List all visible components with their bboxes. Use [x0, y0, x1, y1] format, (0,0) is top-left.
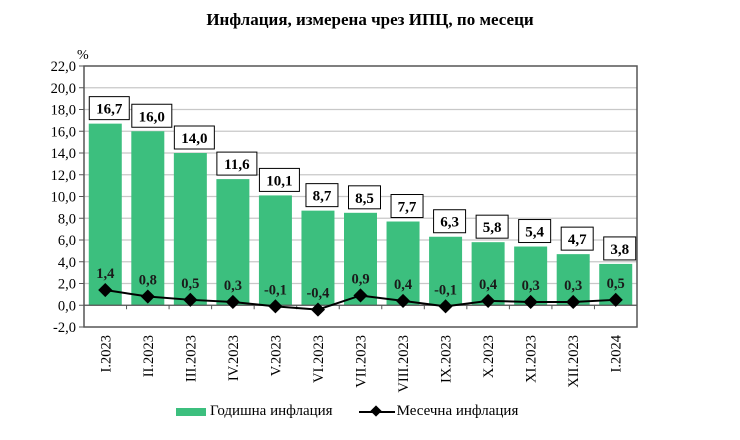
bar-value-label: 16,0	[139, 109, 165, 125]
diamond-marker-icon	[268, 299, 283, 314]
diamond-marker-icon	[566, 294, 581, 310]
y-tick-label: 0,0	[58, 298, 76, 314]
legend-label-annual: Годишна инфлация	[210, 403, 333, 419]
x-category-label: X.2023	[481, 335, 497, 378]
diamond-marker-icon	[608, 292, 623, 307]
line-value-label: 1,4	[96, 266, 114, 282]
bar-value-label: 10,1	[266, 173, 292, 189]
line-value-label: -0,1	[264, 282, 287, 298]
bar-annual	[258, 195, 292, 306]
chart-legend: Годишна инфлация Месечна инфлация	[176, 403, 544, 420]
bar-value-label: 7,7	[398, 200, 417, 216]
line-value-label: 0,5	[181, 276, 199, 292]
bar-value-label-box	[475, 214, 509, 239]
bar-value-label: 5,4	[525, 225, 544, 241]
y-tick-label: 2,0	[58, 277, 76, 293]
bar-value-label-box	[433, 209, 467, 234]
bar-value-label-box	[258, 167, 300, 192]
bar-value-label: 8,7	[313, 189, 332, 205]
bar-value-label-box	[173, 125, 215, 150]
diamond-marker-icon	[481, 293, 496, 308]
y-tick-label: 12,0	[51, 168, 76, 184]
x-category-label: XI.2023	[524, 335, 540, 383]
x-category-label: I.2023	[98, 335, 114, 372]
line-value-label: 0,3	[564, 278, 582, 294]
bar-value-label: 4,7	[568, 232, 587, 248]
line-value-label: 0,9	[351, 271, 369, 287]
diamond-marker-icon	[353, 288, 368, 303]
y-tick-label: 16,0	[51, 124, 76, 140]
line-value-label: 0,8	[139, 273, 157, 289]
diamond-marker-icon	[225, 294, 240, 310]
x-category-label: XII.2023	[566, 335, 582, 388]
y-tick-label: -2,0	[53, 320, 76, 336]
x-category-label: IX.2023	[439, 335, 455, 383]
bar-annual	[301, 210, 335, 306]
bar-value-label: 6,3	[440, 215, 459, 231]
y-axis-unit: %	[77, 48, 89, 63]
bar-annual	[88, 123, 122, 306]
bar-value-label: 3,8	[610, 242, 629, 258]
y-tick-label: 20,0	[51, 81, 76, 97]
diamond-marker-icon	[395, 293, 411, 308]
diamond-marker-icon	[98, 282, 113, 298]
line-value-label: 0,4	[394, 277, 412, 293]
x-category-label: IV.2023	[226, 335, 242, 381]
bar-annual	[429, 236, 463, 306]
y-tick-label: 18,0	[51, 103, 76, 119]
bar-swatch-icon	[176, 407, 206, 416]
legend-label-monthly: Месечна инфлация	[396, 403, 519, 419]
bar-value-label-box	[603, 236, 637, 261]
chart-title: Инфлация, измерена чрез ИПЦ, по месеци	[206, 10, 534, 29]
bar-value-label: 16,7	[96, 102, 123, 118]
bar-value-label: 14,0	[181, 131, 207, 147]
line-value-label: 0,4	[479, 277, 497, 293]
y-tick-label: 22,0	[51, 59, 76, 75]
y-tick-label: 8,0	[58, 211, 76, 227]
bar-value-label: 11,6	[224, 157, 250, 173]
line-value-label: 0,3	[224, 278, 242, 294]
x-category-label: VII.2023	[354, 335, 370, 388]
bar-annual	[131, 131, 165, 306]
y-tick-label: 10,0	[51, 190, 76, 206]
bar-value-label-box	[88, 96, 130, 121]
plot-frame	[83, 65, 638, 328]
bar-value-label: 8,5	[355, 191, 374, 207]
y-tick-label: 14,0	[51, 146, 76, 162]
bar-value-label-box	[131, 103, 173, 128]
x-category-label: II.2023	[141, 335, 157, 377]
bar-value-label-box	[348, 185, 381, 210]
bar-value-label-box	[560, 226, 594, 251]
line-value-label: 0,3	[522, 278, 540, 294]
line-value-label: 0,5	[607, 276, 625, 292]
x-category-label: VI.2023	[311, 335, 327, 383]
diamond-marker-icon	[438, 299, 453, 314]
line-value-label: -0,4	[306, 286, 329, 302]
y-tick-label: 4,0	[58, 255, 76, 271]
x-category-label: VIII.2023	[396, 335, 412, 393]
line-diamond-marker-icon	[358, 404, 395, 419]
bar-value-label: 5,8	[483, 220, 502, 236]
bar-value-label-box	[216, 151, 258, 176]
legend-item-annual: Годишна инфлация	[176, 403, 333, 420]
diamond-marker-icon	[523, 294, 538, 310]
x-category-label: V.2023	[268, 335, 284, 376]
bar-value-label-box	[390, 194, 424, 219]
line-value-label: -0,1	[434, 282, 457, 298]
bar-annual	[216, 179, 250, 306]
diamond-marker-icon	[310, 302, 326, 317]
diamond-marker-icon	[140, 289, 155, 304]
bar-value-label-box	[305, 183, 339, 208]
x-category-label: I.2024	[609, 334, 625, 372]
bar-value-label-box	[518, 219, 552, 244]
bar-annual	[386, 221, 420, 306]
x-category-label: III.2023	[183, 335, 199, 382]
diamond-marker-icon	[183, 292, 198, 307]
y-tick-label: 6,0	[58, 233, 76, 249]
legend-item-monthly: Месечна инфлация	[358, 403, 519, 420]
bar-annual	[173, 153, 207, 306]
